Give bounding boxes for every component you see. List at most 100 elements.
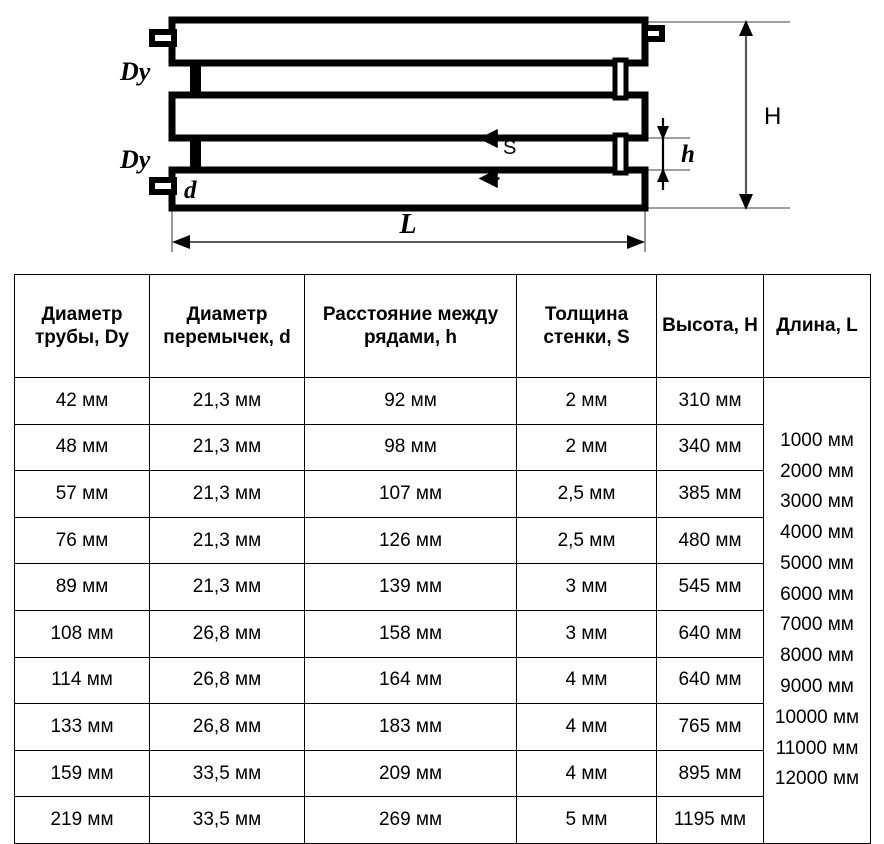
table-row: 42 мм 21,3 мм 92 мм 2 мм 310 мм 1000 мм 2… — [14, 377, 871, 844]
length-option: 7000 мм — [780, 614, 854, 636]
dimension-label-d: d — [184, 177, 197, 204]
cell-pipe-diameter: 76 мм — [14, 516, 150, 565]
table-row: 76 мм 21,3 мм 126 мм 2,5 мм 480 мм — [14, 516, 871, 565]
length-option: 8000 мм — [780, 645, 854, 667]
dimension-L: L — [172, 209, 645, 249]
cell-wall-thickness: 4 мм — [516, 749, 657, 798]
table-row: 89 мм 21,3 мм 139 мм 3 мм 545 мм — [14, 563, 871, 611]
cell-wall-thickness: 3 мм — [516, 563, 657, 611]
header-line-2: трубы, Dy — [34, 327, 130, 348]
dimension-label-L: L — [398, 209, 416, 240]
length-option: 6000 мм — [780, 583, 854, 605]
bar-top — [168, 16, 649, 67]
table-row: 159 мм 33,5 мм 209 мм 4 мм 895 мм — [14, 749, 871, 798]
cell-jumper-diameter: 21,3 мм — [149, 377, 305, 425]
cell-jumper-diameter: 21,3 мм — [149, 470, 305, 518]
cell-pipe-diameter: 114 мм — [14, 656, 150, 705]
header-line-1: Диаметр — [186, 303, 268, 325]
cell-jumper-diameter: 26,8 мм — [149, 609, 305, 658]
cell-row-distance: 126 мм — [304, 516, 517, 565]
radiator-spec-table: Диаметр трубы, Dy Диаметр перемычек, d Р… — [14, 274, 871, 844]
cell-jumper-diameter: 26,8 мм — [149, 703, 305, 751]
cell-length-list: 1000 мм 2000 мм 3000 мм 4000 мм 5000 мм 6000 … — [763, 377, 871, 844]
table-row: 48 мм 21,3 мм 98 мм 2 мм 340 мм — [14, 423, 871, 472]
header-line-1: Расстояние между — [322, 303, 499, 325]
length-option: 1000 мм — [780, 429, 854, 451]
radiator-bars — [168, 16, 649, 212]
cell-row-distance: 107 мм — [304, 470, 517, 518]
cell-height: 895 мм — [656, 749, 764, 798]
cell-row-distance: 158 мм — [304, 609, 517, 658]
cell-pipe-diameter: 219 мм — [14, 796, 150, 844]
jumper-left-lower — [190, 135, 201, 173]
dimension-label-dy-lower: Dy — [119, 145, 151, 174]
cell-wall-thickness: 4 мм — [516, 656, 657, 705]
cell-row-distance: 92 мм — [304, 377, 517, 425]
cell-jumper-diameter: 21,3 мм — [149, 423, 305, 472]
cell-jumper-diameter: 21,3 мм — [149, 563, 305, 611]
length-option: 2000 мм — [780, 460, 854, 482]
cell-row-distance: 164 мм — [304, 656, 517, 705]
cell-pipe-diameter: 42 мм — [14, 377, 150, 425]
length-option: 5000 мм — [780, 552, 854, 574]
cell-row-distance: 98 мм — [304, 423, 517, 472]
jumper-left-upper — [190, 60, 201, 98]
cell-pipe-diameter: 48 мм — [14, 423, 150, 472]
dimension-label-H: H — [764, 103, 781, 130]
header-line-2: стенки, S — [543, 327, 630, 348]
cell-pipe-diameter: 159 мм — [14, 749, 150, 798]
nipple-bottom-left — [149, 177, 177, 195]
cell-height: 765 мм — [656, 703, 764, 751]
table-row: 219 мм 33,5 мм 269 мм 5 мм 1195 мм — [14, 796, 871, 844]
dimension-label-dy-upper: Dy — [119, 57, 151, 86]
header-length: Длина, L — [763, 274, 871, 378]
table-header-row: Диаметр трубы, Dy Диаметр перемычек, d Р… — [14, 274, 871, 378]
length-option: 3000 мм — [780, 491, 854, 513]
cell-pipe-diameter: 108 мм — [14, 609, 150, 658]
cell-pipe-diameter: 57 мм — [14, 470, 150, 518]
dimension-h: h — [657, 118, 695, 190]
header-pipe-diameter: Диаметр трубы, Dy — [14, 274, 150, 378]
table-row: 133 мм 26,8 мм 183 мм 4 мм 765 мм — [14, 703, 871, 751]
jumper-right-upper — [612, 57, 629, 101]
table-body: 42 мм 21,3 мм 92 мм 2 мм 310 мм 1000 мм 2… — [14, 377, 871, 844]
cell-wall-thickness: 2 мм — [516, 423, 657, 472]
connection-nipples — [149, 25, 665, 195]
cell-row-distance: 139 мм — [304, 563, 517, 611]
cell-wall-thickness: 2 мм — [516, 377, 657, 425]
length-option: 11000 мм — [775, 737, 859, 759]
header-jumper-diameter: Диаметр перемычек, d — [149, 274, 305, 378]
cell-height: 545 мм — [656, 563, 764, 611]
bar-middle — [168, 91, 649, 142]
table-row: 108 мм 26,8 мм 158 мм 3 мм 640 мм — [14, 609, 871, 658]
dimension-s: S — [478, 128, 516, 189]
radiator-diagram: S h H L Dy Dy d — [0, 0, 884, 268]
cell-row-distance: 183 мм — [304, 703, 517, 751]
cell-height: 1195 мм — [656, 796, 764, 844]
cell-height: 310 мм — [656, 377, 764, 425]
length-option: 10000 мм — [774, 706, 860, 728]
length-option: 12000 мм — [774, 768, 860, 790]
dimension-label-s: S — [503, 137, 516, 159]
jumper-right-lower — [612, 132, 629, 176]
cell-wall-thickness: 2,5 мм — [516, 470, 657, 518]
spec-table-container: Диаметр трубы, Dy Диаметр перемычек, d Р… — [14, 274, 871, 844]
header-line-1: Диаметр — [41, 303, 123, 325]
radiator-diagram-svg: S h H L Dy Dy d — [119, 16, 790, 252]
header-row-distance: Расстояние между рядами, h — [304, 274, 517, 378]
header-wall-thickness: Толщина стенки, S — [516, 274, 657, 378]
cell-height: 640 мм — [656, 609, 764, 658]
cell-height: 340 мм — [656, 423, 764, 472]
header-line-1: Толщина — [544, 303, 629, 325]
cell-wall-thickness: 3 мм — [516, 609, 657, 658]
cell-jumper-diameter: 33,5 мм — [149, 796, 305, 844]
cell-jumper-diameter: 26,8 мм — [149, 656, 305, 705]
header-line-2: перемычек, d — [163, 327, 291, 348]
bar-bottom — [168, 166, 649, 212]
cell-jumper-diameter: 33,5 мм — [149, 749, 305, 798]
connector-jumpers — [190, 57, 629, 176]
cell-pipe-diameter: 89 мм — [14, 563, 150, 611]
dimension-H: H — [739, 20, 781, 210]
cell-height: 385 мм — [656, 470, 764, 518]
cell-height: 640 мм — [656, 656, 764, 705]
